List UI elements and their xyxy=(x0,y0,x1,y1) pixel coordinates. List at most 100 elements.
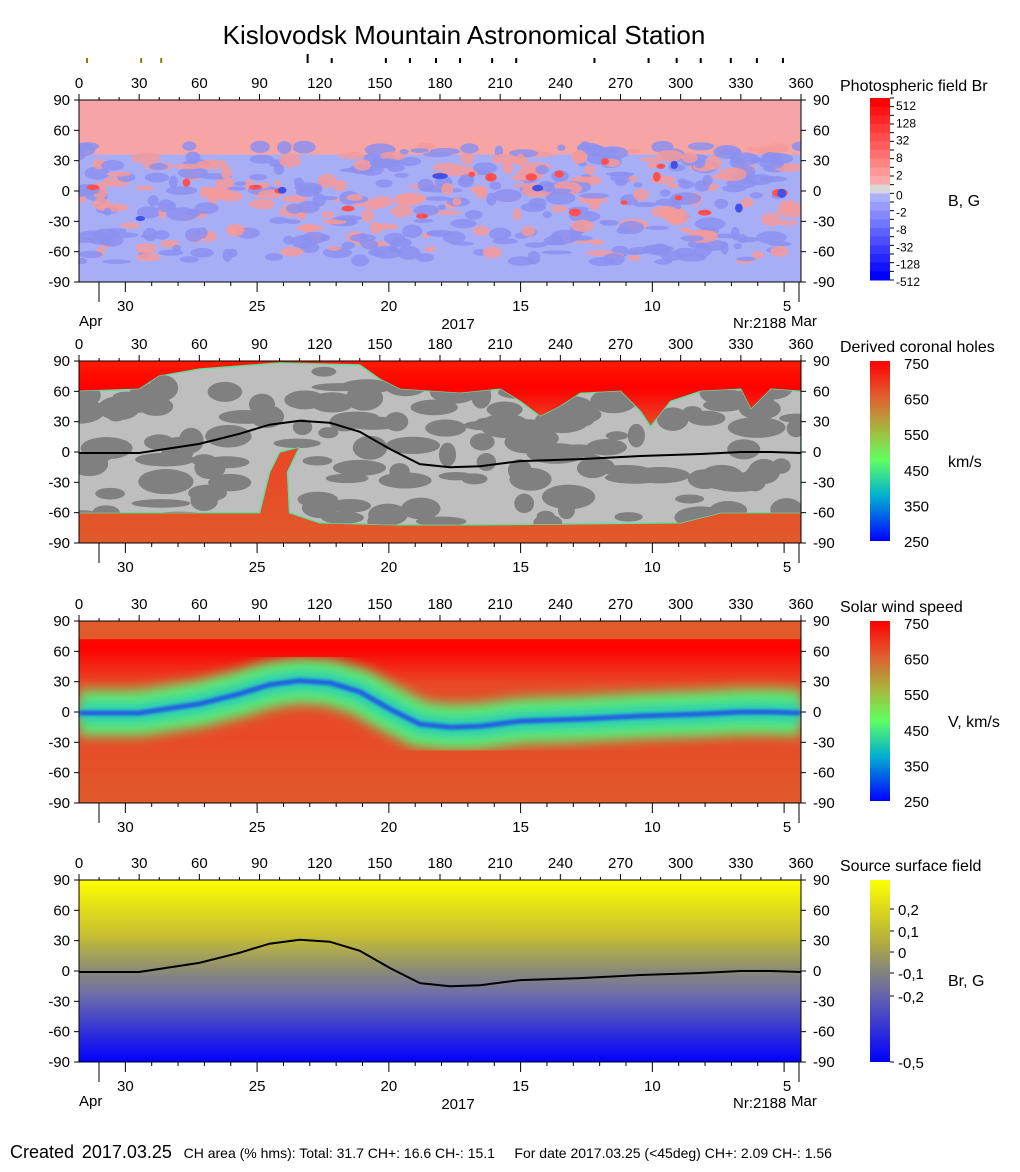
closed-field-patch xyxy=(80,437,133,460)
field-patch xyxy=(677,178,687,184)
field-patch xyxy=(135,243,157,254)
field-patch xyxy=(227,186,246,191)
y-tick-label-right: -60 xyxy=(813,1024,835,1041)
y-tick-label-right: -90 xyxy=(813,795,835,812)
y-tick-label-left: 0 xyxy=(62,444,70,461)
field-patch xyxy=(351,254,370,267)
x-tick-label: 300 xyxy=(668,75,693,92)
colorbar-label: -512 xyxy=(896,275,920,289)
field-patch xyxy=(557,144,566,151)
field-patch xyxy=(361,209,375,223)
y-tick-label-left: -90 xyxy=(48,535,70,552)
field-patch xyxy=(717,167,747,182)
date-label: 5 xyxy=(783,298,791,315)
date-label: 25 xyxy=(249,298,266,315)
strong-field-patch xyxy=(652,171,661,182)
field-patch xyxy=(194,202,219,214)
x-tick-label: 300 xyxy=(668,336,693,353)
closed-field-patch xyxy=(614,512,643,522)
closed-field-patch xyxy=(779,413,801,423)
closed-field-patch xyxy=(301,497,339,519)
field-patch xyxy=(459,174,475,185)
y-tick-label-left: -90 xyxy=(48,274,70,291)
y-tick-label-left: 90 xyxy=(53,613,70,630)
y-tick-label-right: -60 xyxy=(813,765,835,782)
closed-field-patch xyxy=(682,406,703,417)
field-patch xyxy=(714,198,729,209)
y-tick-label-right: -90 xyxy=(813,1054,835,1071)
field-patch xyxy=(721,184,747,193)
colorbar-title: Derived coronal holes xyxy=(840,339,995,356)
field-patch xyxy=(591,239,605,246)
date-label: 20 xyxy=(381,819,398,836)
colorbar-swatch xyxy=(870,262,890,272)
colorbar-unit: B, G xyxy=(948,193,980,210)
field-patch xyxy=(399,148,409,155)
colorbar: 512 128 32 8 2 0 -2 -8 -32 -128 -512 xyxy=(870,97,920,289)
field-patch xyxy=(655,198,680,207)
strong-field-patch xyxy=(620,200,628,205)
field-patch xyxy=(177,167,209,179)
field-patch xyxy=(681,152,698,164)
y-tick-label-left: 90 xyxy=(53,92,70,109)
closed-field-patch xyxy=(558,500,575,520)
colorbar-label: -32 xyxy=(896,240,914,254)
date-label: 20 xyxy=(381,298,398,315)
field-patch xyxy=(628,175,638,182)
y-tick-label-left: -90 xyxy=(48,1054,70,1071)
closed-field-patch xyxy=(329,413,360,432)
field-patch xyxy=(460,152,475,165)
closed-field-patch xyxy=(558,444,599,458)
colorbar-label: 250 xyxy=(904,794,929,811)
field-patch xyxy=(154,230,170,240)
strong-field-patch xyxy=(341,205,355,212)
y-tick-label-right: 90 xyxy=(813,92,830,109)
closed-field-patch xyxy=(438,471,474,481)
field-patch xyxy=(353,201,364,207)
closed-field-patch xyxy=(425,419,467,437)
closed-field-patch xyxy=(547,492,585,507)
field-patch xyxy=(97,203,130,212)
date-label: 25 xyxy=(249,1078,266,1095)
colorbar-label: 0,1 xyxy=(898,924,919,941)
closed-field-patch xyxy=(727,417,786,438)
colorbar-label: 750 xyxy=(904,356,929,373)
field-patch xyxy=(535,164,549,175)
x-tick-label: 90 xyxy=(251,596,268,613)
heatmap-positive-north xyxy=(79,100,801,155)
field-patch xyxy=(745,146,776,152)
colorbar-label: -0,5 xyxy=(898,1055,924,1072)
closed-field-patch xyxy=(138,469,194,495)
field-patch xyxy=(226,224,245,237)
closed-field-patch xyxy=(486,401,523,418)
field-patch xyxy=(103,207,112,216)
colorbar-swatch xyxy=(870,228,890,238)
colorbar-swatch xyxy=(870,254,890,264)
field-patch xyxy=(426,230,442,236)
field-patch xyxy=(413,218,434,223)
field-patch xyxy=(472,162,497,174)
field-patch xyxy=(136,253,161,262)
strong-field-patch xyxy=(735,203,743,213)
field-patch xyxy=(280,246,304,257)
strong-field-patch xyxy=(248,184,262,190)
field-patch xyxy=(602,253,625,266)
closed-field-patch xyxy=(509,467,552,491)
y-tick-label-left: -30 xyxy=(48,213,70,230)
closed-field-patch xyxy=(218,410,273,424)
x-tick-label: 120 xyxy=(307,596,332,613)
field-patch xyxy=(482,246,502,259)
field-patch xyxy=(651,140,674,153)
field-patch xyxy=(101,159,125,171)
x-tick-label: 240 xyxy=(548,336,573,353)
closed-field-patch xyxy=(415,516,467,525)
closed-field-patch xyxy=(95,487,125,500)
field-patch xyxy=(79,250,103,259)
x-tick-label: 150 xyxy=(367,596,392,613)
closed-field-patch xyxy=(727,439,761,460)
closed-field-patch xyxy=(138,396,174,416)
colorbar-label: 650 xyxy=(904,652,929,669)
field-patch xyxy=(334,215,362,221)
